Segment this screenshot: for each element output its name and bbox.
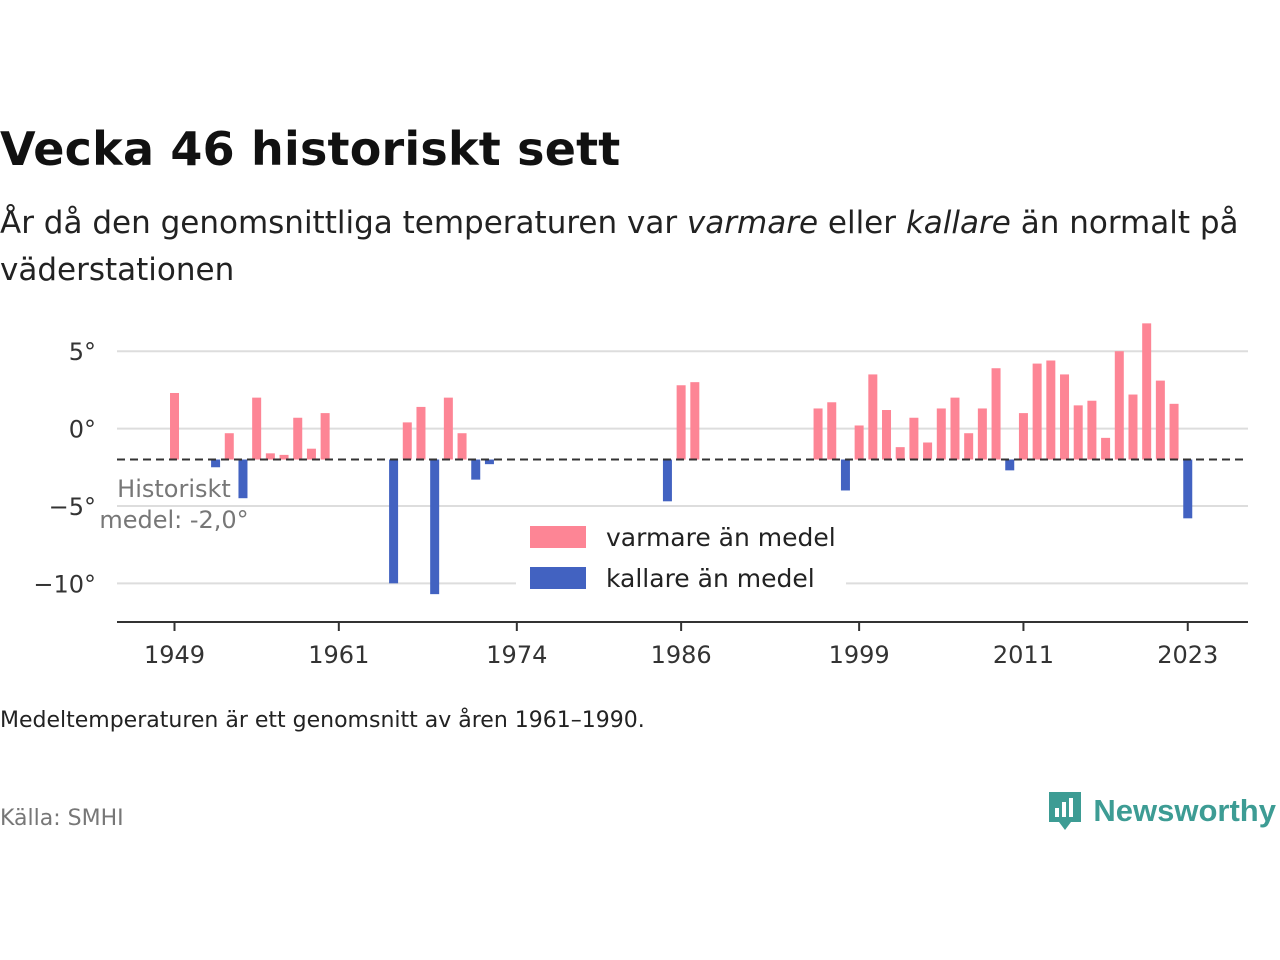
bar-2000	[868, 374, 878, 460]
bar-2001	[882, 410, 892, 460]
bar-1956	[265, 453, 275, 460]
bar-2005	[936, 408, 946, 460]
bar-2022	[1169, 403, 1179, 460]
bar-2008	[977, 408, 987, 460]
chart-subtitle: År då den genomsnittliga temperaturen va…	[0, 200, 1270, 294]
bar-2010	[1005, 459, 1015, 471]
bar-1969	[443, 397, 453, 460]
bar-1998	[840, 459, 850, 491]
footnote: Medeltemperaturen är ett genomsnitt av å…	[0, 708, 645, 733]
legend-swatch-cold	[530, 567, 586, 589]
x-tick-label: 1961	[308, 641, 369, 669]
bar-2004	[923, 442, 933, 460]
bar-2016	[1087, 400, 1097, 460]
legend-label-cold: kallare än medel	[606, 564, 815, 593]
bar-1949	[170, 392, 180, 460]
y-tick-label: −5°	[49, 493, 96, 521]
bar-1966	[402, 422, 412, 460]
bar-2021	[1155, 380, 1165, 460]
y-tick-label: −10°	[33, 570, 96, 598]
bar-1986	[676, 385, 686, 460]
chart-title: Vecka 46 historiskt sett	[0, 122, 621, 176]
bar-2015	[1073, 405, 1083, 460]
baseline-label-line-2: medel: -2,0°	[99, 506, 248, 534]
bar-2014	[1060, 374, 1070, 460]
bar-1970	[457, 433, 467, 460]
baseline-label-line-1: Historiskt	[117, 475, 231, 503]
bar-2013	[1046, 360, 1056, 460]
bar-1967	[416, 406, 426, 460]
legend-label-warm: varmare än medel	[606, 523, 836, 552]
bar-1954	[238, 459, 248, 499]
bar-chart: 5° 0° −5° −10° Historiskt medel: -2,0° varmare…	[33, 323, 1248, 669]
bar-1965	[389, 459, 399, 584]
subtitle-text-1: År då den genomsnittliga temperaturen va…	[0, 205, 687, 241]
y-tick-label: 5°	[69, 338, 96, 366]
bar-1960	[320, 413, 330, 460]
subtitle-text-3: än normalt på väderstationen	[0, 205, 1239, 288]
bar-2002	[895, 447, 905, 460]
bar-2003	[909, 417, 919, 460]
bar-2019	[1128, 394, 1138, 460]
bar-2011	[1018, 413, 1028, 460]
bar-2012	[1032, 363, 1042, 460]
bar-1987	[690, 382, 700, 460]
subtitle-word-colder: kallare	[905, 205, 1011, 241]
source-credit: Källa: SMHI	[0, 806, 124, 831]
bar-2007	[964, 433, 974, 460]
bar-1955	[252, 397, 262, 460]
newsworthy-logo-icon	[1049, 792, 1082, 830]
bar-1971	[471, 459, 481, 480]
subtitle-text-2: eller	[818, 205, 906, 241]
y-tick-label: 0°	[69, 416, 96, 444]
bar-2018	[1114, 351, 1124, 460]
bar-2020	[1142, 323, 1152, 460]
x-tick-label: 2011	[993, 641, 1054, 669]
bar-1999	[854, 425, 864, 460]
bar-1959	[306, 448, 316, 460]
x-tick-label: 1974	[486, 641, 547, 669]
bar-1997	[827, 402, 837, 460]
bar-2006	[950, 397, 960, 460]
bar-1953	[224, 433, 234, 460]
bar-1996	[813, 408, 823, 460]
newsworthy-logo: Newsworthy	[1047, 790, 1276, 832]
x-tick-label: 1949	[144, 641, 205, 669]
bar-2009	[991, 368, 1001, 460]
x-tick-label: 2023	[1157, 641, 1218, 669]
x-tick-label: 1986	[651, 641, 712, 669]
legend-swatch-warm	[530, 526, 586, 548]
bar-2017	[1101, 437, 1111, 460]
bar-1985	[662, 459, 672, 502]
subtitle-word-warmer: varmare	[686, 205, 819, 241]
bar-1957	[279, 454, 289, 460]
bar-1952	[211, 459, 221, 468]
bar-1972	[484, 459, 494, 465]
bar-2023	[1183, 459, 1193, 519]
bar-1968	[430, 459, 440, 595]
logo-text: Newsworthy	[1093, 793, 1276, 828]
bar-1958	[293, 417, 303, 460]
x-tick-label: 1999	[829, 641, 890, 669]
